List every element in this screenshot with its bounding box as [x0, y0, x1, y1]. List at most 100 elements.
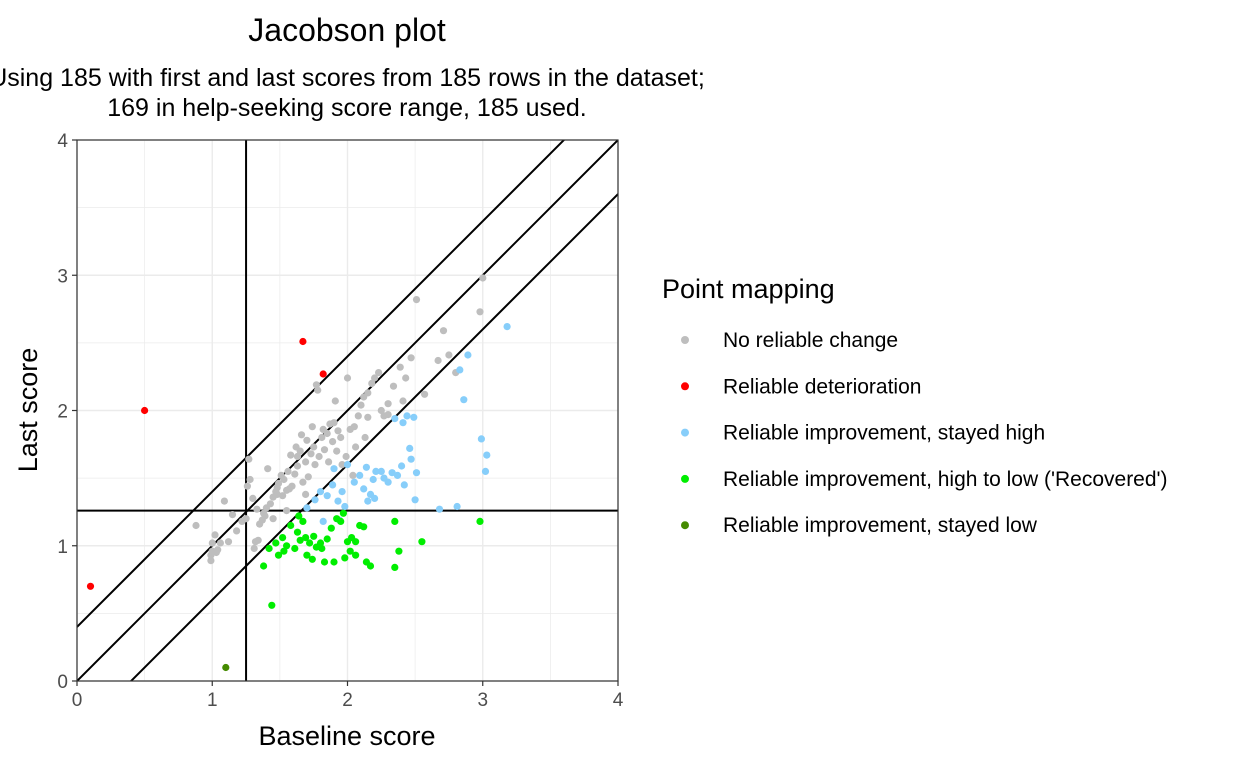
data-point-series-3	[299, 517, 307, 526]
y-tick-label: 2	[57, 402, 68, 423]
data-point-series-0	[389, 382, 398, 390]
legend: No reliable change Reliable deterioration…	[681, 329, 1168, 537]
data-point-series-2	[411, 496, 419, 504]
x-axis-title: Baseline score	[258, 721, 435, 751]
data-point-series-0	[476, 308, 484, 316]
data-point-series-0	[377, 406, 385, 415]
legend-item-label: Reliable deterioration	[723, 375, 921, 398]
data-point-series-0	[325, 458, 333, 466]
data-point-series-2	[407, 455, 415, 463]
data-point-series-2	[323, 492, 331, 500]
data-point-series-2	[393, 471, 402, 479]
data-point-series-0	[284, 467, 292, 475]
data-point-series-0	[220, 497, 228, 505]
data-point-series-2	[372, 467, 380, 475]
data-point-series-2	[388, 469, 396, 477]
data-point-series-3	[265, 544, 273, 553]
data-point-series-3	[323, 535, 331, 543]
data-point-series-0	[338, 461, 346, 469]
legend-item-label: Reliable improvement, high to low ('Reco…	[723, 468, 1168, 491]
data-point-series-0	[303, 436, 311, 444]
y-tick-label: 3	[57, 266, 68, 287]
data-point-series-4	[222, 663, 230, 672]
data-point-series-0	[307, 450, 315, 458]
data-point-series-0	[296, 447, 304, 455]
data-point-series-3	[287, 521, 295, 530]
data-point-series-2	[360, 485, 368, 493]
data-point-series-0	[264, 465, 272, 473]
data-point-series-2	[477, 435, 485, 443]
data-point-series-0	[254, 536, 262, 544]
data-point-series-0	[253, 505, 261, 513]
data-point-series-0	[445, 351, 453, 359]
data-point-series-0	[250, 544, 258, 553]
data-point-series-2	[503, 323, 511, 331]
data-point-series-0	[364, 413, 372, 421]
x-tick-label: 2	[342, 690, 353, 711]
data-point-series-0	[439, 327, 448, 335]
data-point-series-0	[246, 475, 254, 484]
data-point-series-3	[418, 538, 426, 546]
data-point-series-2	[400, 481, 408, 489]
data-point-series-3	[303, 551, 311, 559]
data-point-series-2	[410, 413, 418, 421]
reference-lines	[77, 140, 618, 681]
data-point-series-0	[331, 397, 339, 405]
data-point-series-3	[346, 547, 354, 555]
data-point-series-0	[211, 531, 219, 539]
data-point-series-2	[371, 494, 379, 502]
data-point-series-0	[407, 354, 415, 362]
data-point-series-0	[314, 386, 322, 394]
chart-subtitle-line-2: 169 in help-seeking score range, 185 use…	[107, 94, 587, 122]
data-point-series-3	[306, 539, 314, 547]
data-point-series-0	[342, 452, 350, 461]
legend-swatch	[681, 382, 689, 391]
data-point-series-3	[366, 562, 375, 570]
data-point-series-0	[421, 390, 429, 398]
data-point-series-2	[412, 469, 421, 477]
data-point-series-0	[333, 447, 341, 455]
data-point-series-2	[311, 496, 319, 504]
y-tick-label: 0	[57, 672, 68, 693]
data-point-series-0	[384, 411, 392, 419]
data-point-series-0	[312, 381, 320, 389]
data-point-series-1	[319, 370, 327, 378]
x-tick-label: 0	[72, 690, 83, 711]
data-point-series-3	[395, 547, 403, 555]
data-point-series-3	[274, 551, 283, 559]
data-point-series-1	[299, 337, 307, 346]
data-point-series-0	[311, 461, 319, 469]
data-point-series-0	[224, 538, 233, 546]
data-point-series-0	[249, 494, 257, 502]
data-point-series-3	[391, 517, 399, 526]
data-point-series-2	[391, 415, 399, 423]
data-points	[86, 274, 511, 672]
data-point-series-0	[399, 397, 407, 405]
data-point-series-3	[291, 544, 299, 553]
data-point-series-0	[243, 482, 251, 490]
data-point-series-0	[375, 369, 383, 377]
data-point-series-3	[391, 563, 399, 572]
data-point-series-0	[352, 443, 360, 451]
data-point-series-3	[476, 517, 484, 526]
data-point-series-3	[318, 544, 326, 553]
y-axis-title: Last score	[13, 348, 43, 473]
data-point-series-0	[283, 507, 291, 515]
data-point-series-0	[269, 515, 277, 523]
data-point-series-0	[266, 500, 274, 508]
data-point-series-3	[295, 512, 303, 520]
y-tick-label: 1	[57, 537, 68, 558]
axes: 0 1 2 3 4 0 1 2 3 4	[57, 131, 623, 711]
data-point-series-0	[323, 429, 331, 438]
legend-title: Point mapping	[662, 274, 835, 304]
legend-item-label: Reliable improvement, stayed high	[723, 422, 1045, 445]
data-point-series-2	[356, 471, 364, 479]
data-point-series-0	[368, 379, 376, 387]
data-point-series-0	[212, 548, 220, 557]
data-point-series-2	[481, 467, 490, 475]
data-point-series-0	[402, 374, 410, 382]
data-point-series-2	[364, 497, 372, 505]
data-point-series-0	[334, 427, 342, 435]
data-point-series-3	[337, 517, 345, 526]
